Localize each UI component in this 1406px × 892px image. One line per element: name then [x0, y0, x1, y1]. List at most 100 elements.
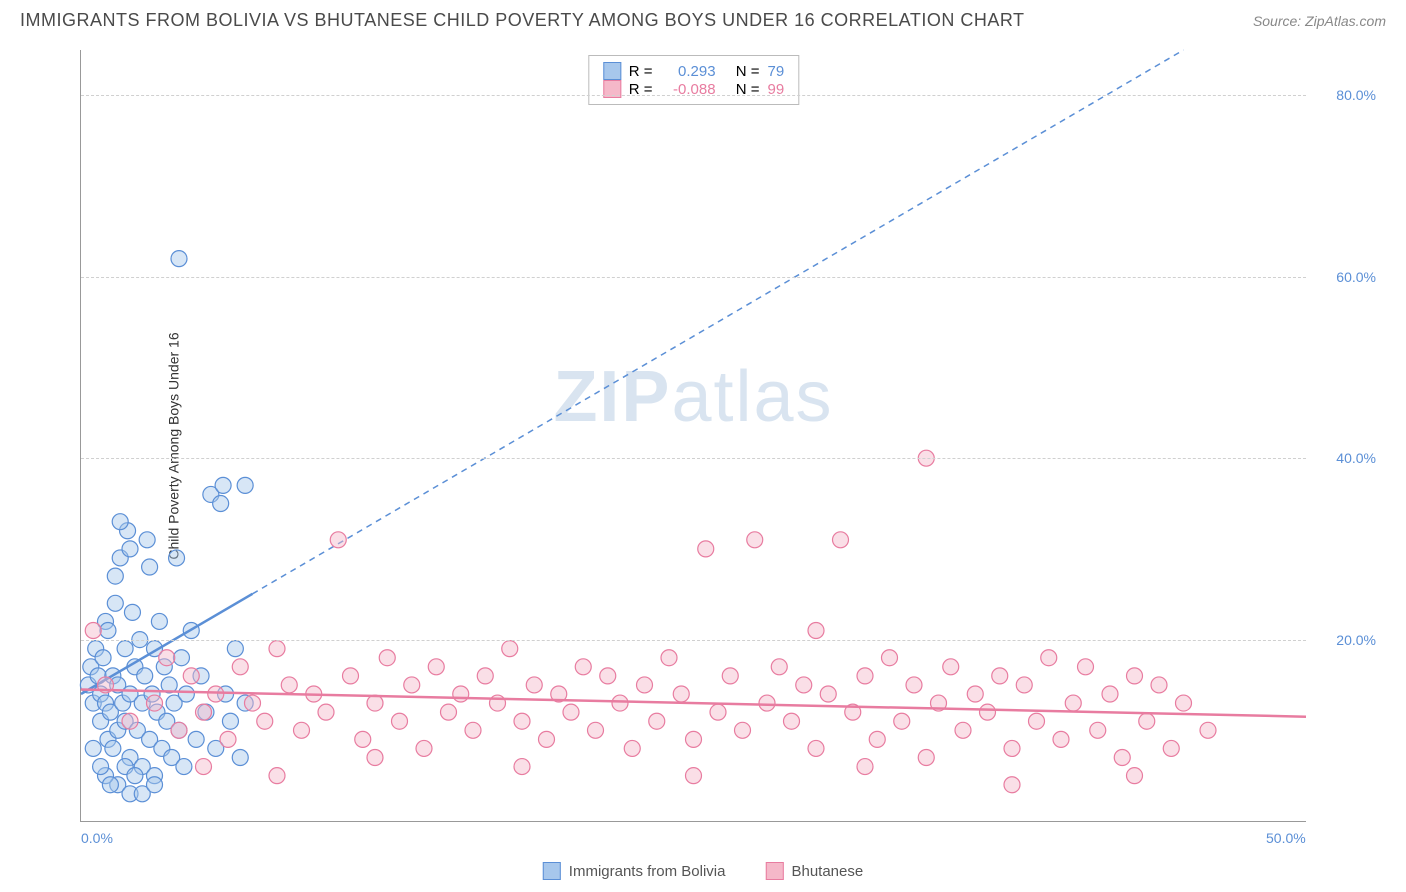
scatter-point: [1200, 722, 1216, 738]
scatter-point: [188, 731, 204, 747]
scatter-point: [1078, 659, 1094, 675]
scatter-point: [514, 759, 530, 775]
regression-line-solid: [81, 689, 1306, 716]
scatter-point: [894, 713, 910, 729]
legend-item-0: Immigrants from Bolivia: [543, 862, 726, 880]
plot-svg: [81, 50, 1306, 821]
scatter-point: [882, 650, 898, 666]
legend-swatch-0: [543, 862, 561, 880]
scatter-point: [220, 731, 236, 747]
scatter-point: [147, 777, 163, 793]
scatter-point: [117, 641, 133, 657]
scatter-point: [980, 704, 996, 720]
scatter-point: [600, 668, 616, 684]
scatter-point: [196, 704, 212, 720]
scatter-point: [453, 686, 469, 702]
scatter-point: [759, 695, 775, 711]
scatter-point: [686, 731, 702, 747]
gridline: [81, 95, 1306, 96]
scatter-point: [796, 677, 812, 693]
scatter-point: [1065, 695, 1081, 711]
scatter-point: [539, 731, 555, 747]
scatter-point: [612, 695, 628, 711]
plot-region: ZIPatlas R = 0.293 N = 79 R = -0.088 N =…: [80, 50, 1306, 822]
scatter-point: [869, 731, 885, 747]
source-name: ZipAtlas.com: [1305, 13, 1386, 29]
y-tick-label: 20.0%: [1336, 632, 1376, 648]
scatter-point: [1139, 713, 1155, 729]
scatter-point: [955, 722, 971, 738]
scatter-point: [735, 722, 751, 738]
scatter-point: [833, 532, 849, 548]
gridline: [81, 640, 1306, 641]
scatter-point: [171, 251, 187, 267]
scatter-point: [93, 759, 109, 775]
scatter-point: [1004, 777, 1020, 793]
scatter-point: [649, 713, 665, 729]
scatter-point: [1176, 695, 1192, 711]
scatter-point: [1053, 731, 1069, 747]
scatter-point: [857, 759, 873, 775]
scatter-point: [747, 532, 763, 548]
scatter-point: [171, 722, 187, 738]
scatter-point: [318, 704, 334, 720]
chart-area: Child Poverty Among Boys Under 16 ZIPatl…: [50, 50, 1386, 842]
scatter-point: [502, 641, 518, 657]
scatter-point: [367, 750, 383, 766]
scatter-point: [673, 686, 689, 702]
scatter-point: [232, 659, 248, 675]
scatter-point: [1016, 677, 1032, 693]
scatter-point: [808, 623, 824, 639]
scatter-point: [173, 650, 189, 666]
y-tick-label: 40.0%: [1336, 450, 1376, 466]
scatter-point: [379, 650, 395, 666]
scatter-point: [169, 550, 185, 566]
scatter-point: [686, 768, 702, 784]
scatter-point: [771, 659, 787, 675]
scatter-point: [820, 686, 836, 702]
scatter-point: [857, 668, 873, 684]
bottom-legend: Immigrants from Bolivia Bhutanese: [543, 862, 863, 880]
scatter-point: [1090, 722, 1106, 738]
scatter-point: [222, 713, 238, 729]
scatter-point: [105, 740, 121, 756]
chart-title: IMMIGRANTS FROM BOLIVIA VS BHUTANESE CHI…: [20, 10, 1025, 31]
scatter-point: [95, 650, 111, 666]
scatter-point: [918, 750, 934, 766]
y-tick-label: 80.0%: [1336, 87, 1376, 103]
scatter-point: [404, 677, 420, 693]
scatter-point: [237, 477, 253, 493]
scatter-point: [245, 695, 261, 711]
regression-line-dashed: [253, 50, 1184, 594]
scatter-point: [112, 514, 128, 530]
scatter-point: [637, 677, 653, 693]
scatter-point: [624, 740, 640, 756]
scatter-point: [107, 595, 123, 611]
x-tick-label: 50.0%: [1266, 830, 1306, 846]
scatter-point: [269, 768, 285, 784]
scatter-point: [257, 713, 273, 729]
scatter-point: [428, 659, 444, 675]
scatter-point: [147, 695, 163, 711]
scatter-point: [151, 613, 167, 629]
scatter-point: [416, 740, 432, 756]
scatter-point: [661, 650, 677, 666]
legend-label-0: Immigrants from Bolivia: [569, 863, 726, 880]
scatter-point: [1163, 740, 1179, 756]
scatter-point: [1127, 668, 1143, 684]
source-attribution: Source: ZipAtlas.com: [1253, 13, 1386, 29]
scatter-point: [1102, 686, 1118, 702]
scatter-point: [1114, 750, 1130, 766]
scatter-point: [722, 668, 738, 684]
scatter-point: [213, 496, 229, 512]
scatter-point: [178, 686, 194, 702]
scatter-point: [102, 777, 118, 793]
scatter-point: [142, 559, 158, 575]
scatter-point: [139, 532, 155, 548]
legend-label-1: Bhutanese: [791, 863, 863, 880]
scatter-point: [196, 759, 212, 775]
scatter-point: [215, 477, 231, 493]
scatter-point: [698, 541, 714, 557]
legend-swatch-1: [765, 862, 783, 880]
scatter-point: [107, 568, 123, 584]
